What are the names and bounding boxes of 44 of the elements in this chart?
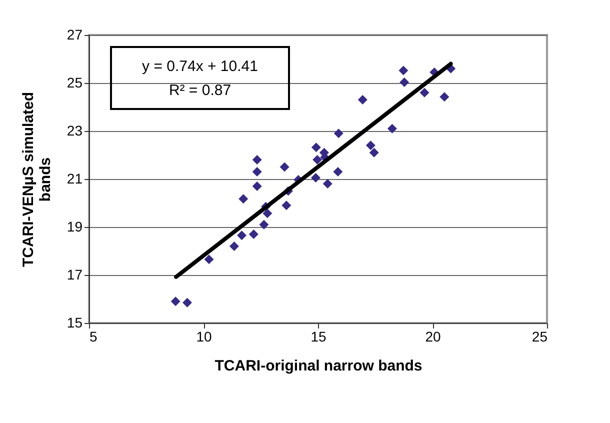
point	[182, 298, 192, 308]
y-tick-label: 19	[66, 218, 83, 234]
y-tick-label: 21	[66, 170, 83, 186]
point	[358, 95, 368, 105]
point	[366, 140, 376, 150]
y-tick-label: 23	[66, 122, 83, 138]
point	[237, 230, 246, 240]
point	[440, 92, 450, 102]
x-tick-label: 20	[425, 328, 441, 344]
point	[248, 229, 258, 239]
annotation: y = 0.74x + 10.41	[142, 58, 258, 75]
x-tick-label: 25	[532, 328, 548, 344]
point	[252, 181, 262, 191]
point	[280, 162, 290, 172]
point	[334, 128, 344, 138]
point	[312, 155, 322, 165]
x-tick-label: 15	[310, 328, 326, 344]
point	[252, 167, 262, 177]
y-tick-label: 25	[66, 74, 83, 90]
point	[310, 173, 320, 183]
point	[170, 296, 180, 306]
y-tick-label: 17	[66, 266, 83, 282]
point	[400, 78, 410, 88]
point	[204, 254, 214, 264]
point	[387, 124, 397, 134]
y-tick-label: 27	[66, 26, 83, 42]
annotation: R² = 0.87	[168, 82, 232, 99]
y-axis-title: TCARI-VENμS simulated bands	[20, 92, 54, 268]
point	[282, 200, 292, 210]
point	[369, 148, 379, 158]
point	[333, 167, 343, 177]
point	[238, 194, 248, 204]
point	[262, 208, 272, 218]
point	[252, 155, 262, 165]
x-axis-title: TCARI-original narrow bands	[214, 358, 422, 374]
point	[259, 220, 269, 230]
point	[420, 88, 430, 98]
y-tick-label: 15	[66, 314, 83, 330]
point	[398, 66, 408, 76]
x-tick-label: 10	[196, 328, 212, 344]
point	[322, 179, 332, 189]
x-tick-label: 5	[90, 328, 98, 344]
point	[311, 142, 321, 152]
point	[229, 241, 239, 251]
